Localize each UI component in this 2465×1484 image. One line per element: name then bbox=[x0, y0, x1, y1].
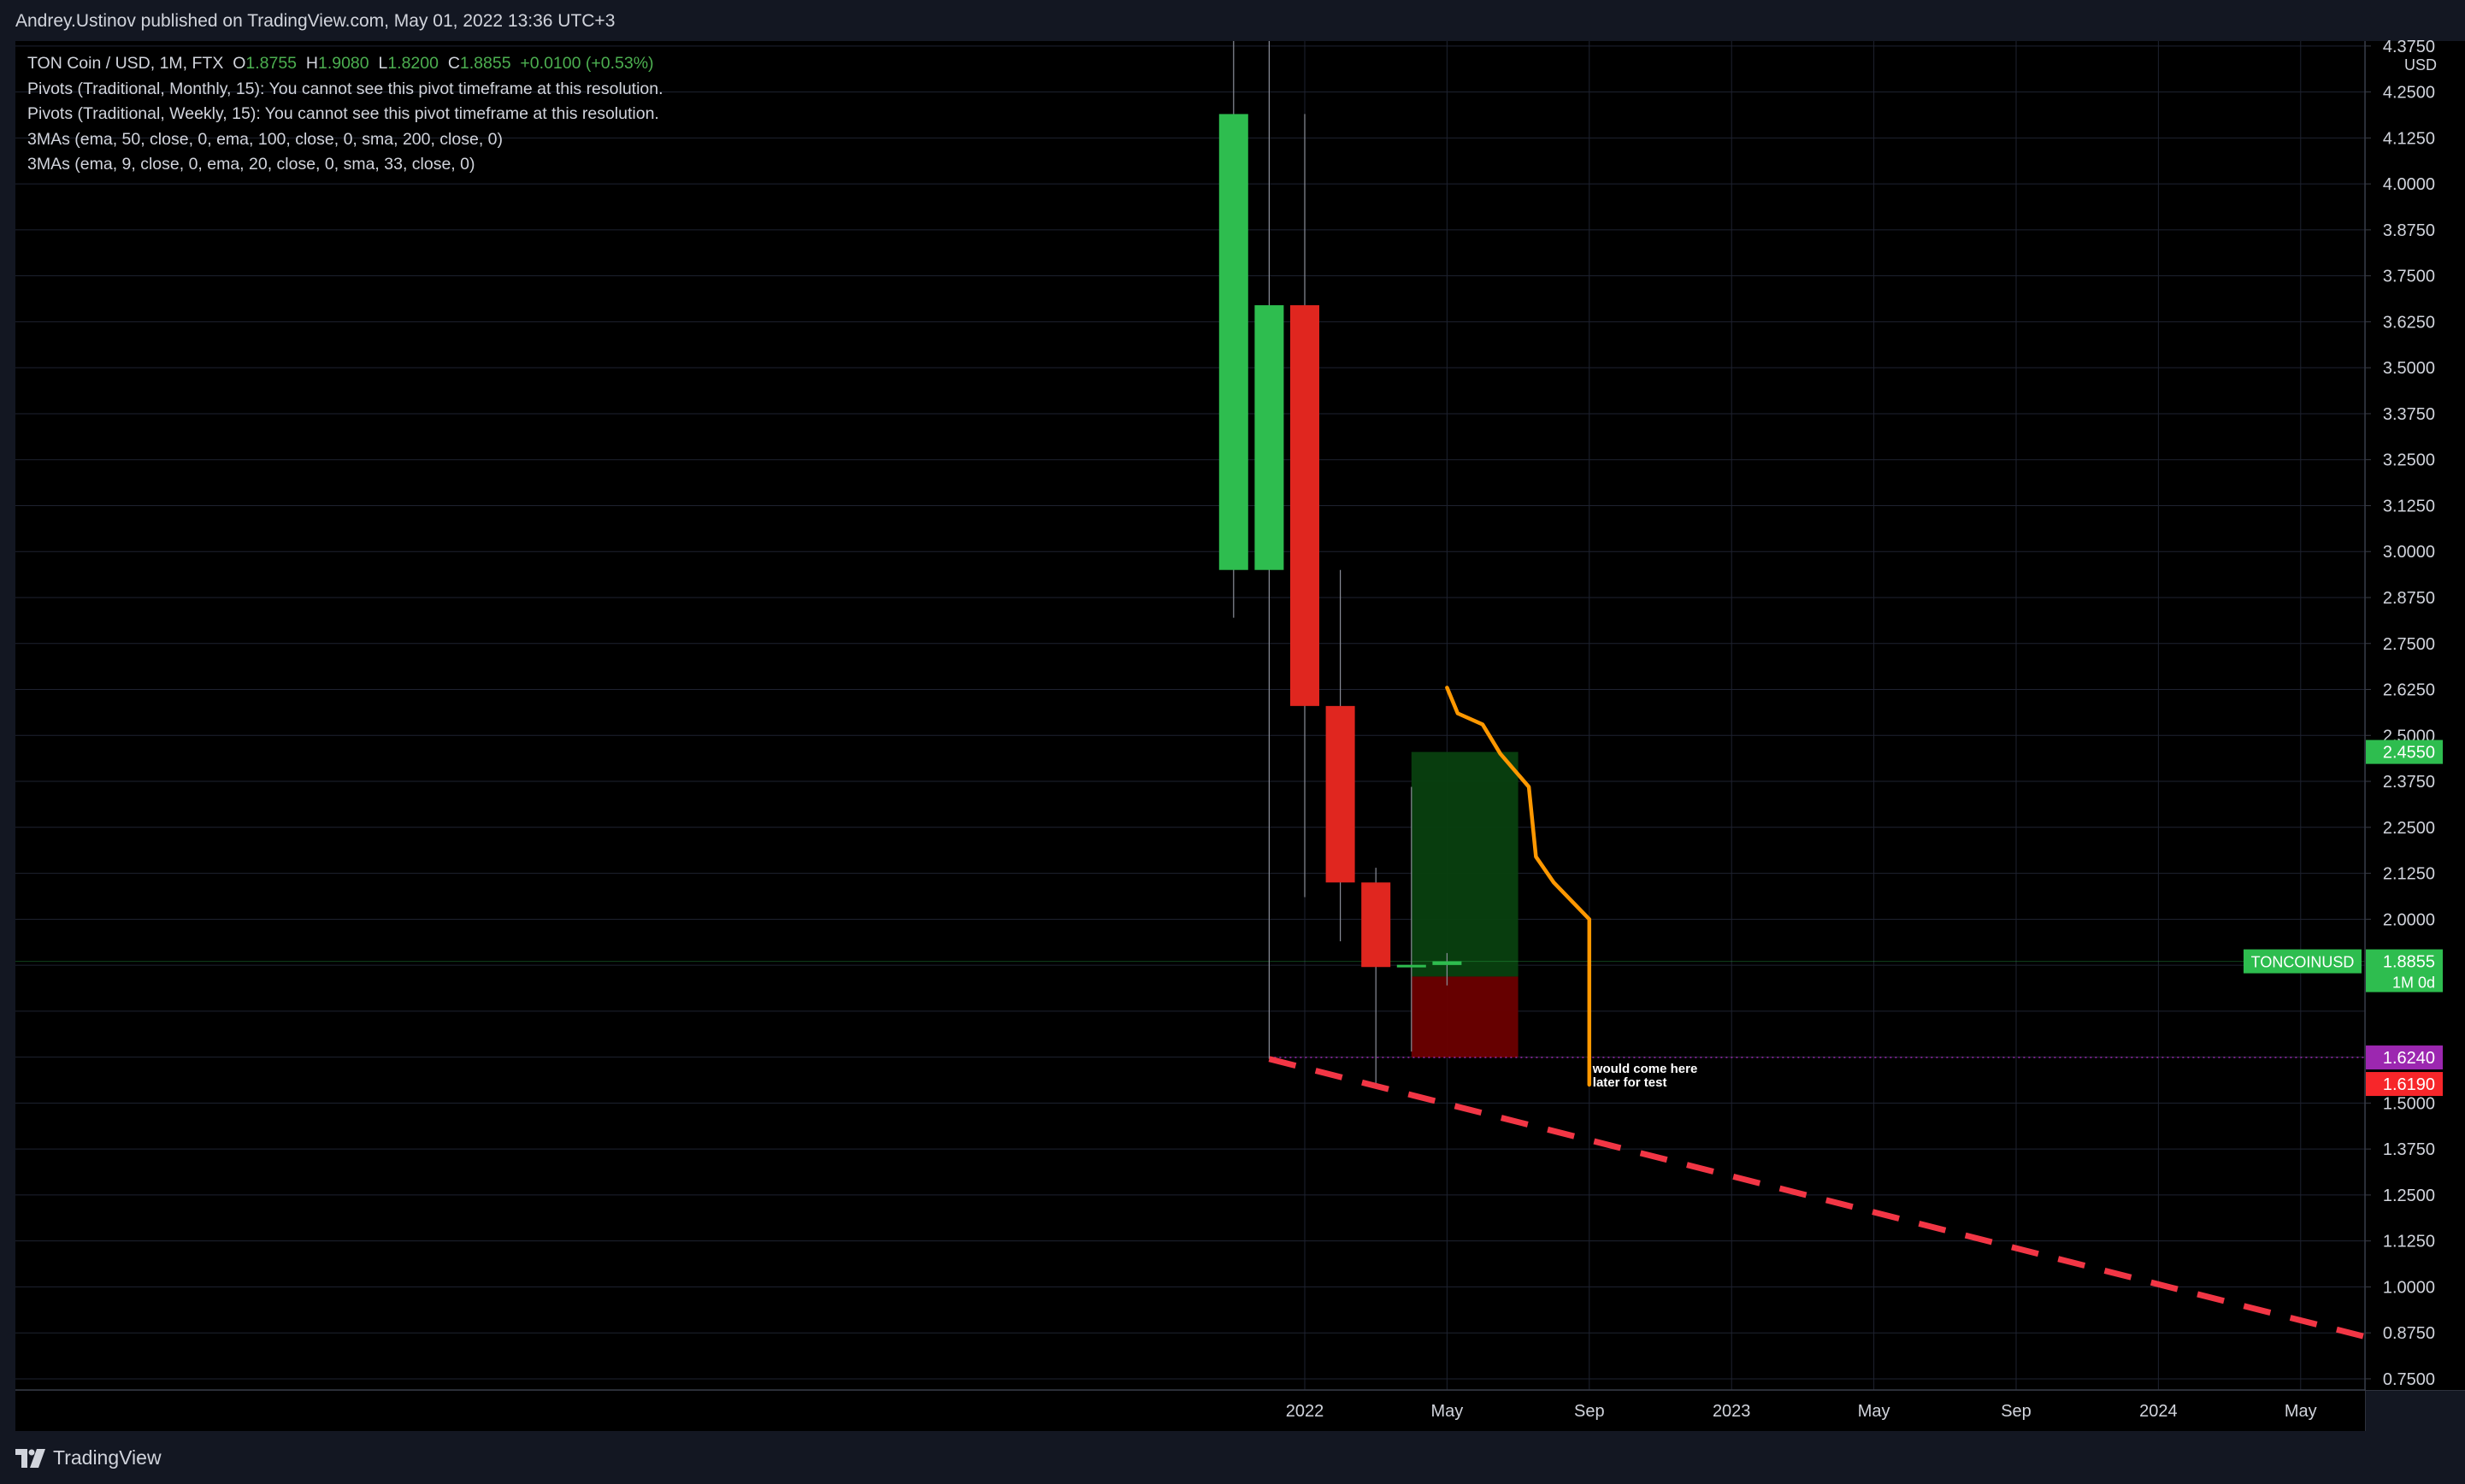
time-tick-label: Sep bbox=[1574, 1402, 1605, 1421]
price-tick-label: 3.8750 bbox=[2383, 221, 2435, 240]
legend-o-label: O bbox=[233, 54, 246, 73]
trendline-dashed bbox=[1268, 1056, 2365, 1340]
price-tick-label: 1.1250 bbox=[2383, 1233, 2435, 1251]
time-tick-label: 2023 bbox=[1713, 1402, 1751, 1421]
published-info: Andrey.Ustinov published on TradingView.… bbox=[15, 11, 616, 31]
price-label-text: 1.6240 bbox=[2383, 1049, 2435, 1068]
symbol-tag-label: TONCOINUSD bbox=[2251, 954, 2355, 971]
price-tick-label: 2.8750 bbox=[2383, 589, 2435, 608]
time-tick-label: 2024 bbox=[2139, 1402, 2178, 1421]
tradingview-brand: TradingView bbox=[53, 1446, 162, 1469]
current-price-countdown: 1M 0d bbox=[2392, 975, 2435, 992]
tradingview-logo[interactable]: TradingView bbox=[15, 1446, 162, 1469]
price-tick-label: 3.0000 bbox=[2383, 543, 2435, 562]
annotation-text-line2: later for test bbox=[1593, 1075, 1667, 1090]
time-tick-label: May bbox=[1431, 1402, 1464, 1421]
symbol-tag-box bbox=[2244, 949, 2362, 974]
chart-legend: TON Coin / USD, 1M, FTX O1.8755 H1.9080 … bbox=[27, 51, 663, 178]
price-tick-label: 3.7500 bbox=[2383, 268, 2435, 286]
legend-change: +0.0100 (+0.53%) bbox=[520, 54, 654, 73]
candle-body bbox=[1218, 114, 1248, 570]
legend-indicator[interactable]: Pivots (Traditional, Weekly, 15): You ca… bbox=[27, 104, 659, 123]
legend-high: 1.9080 bbox=[317, 54, 369, 73]
price-tick-label: 4.1250 bbox=[2383, 129, 2435, 148]
price-tick-label: 0.8750 bbox=[2383, 1324, 2435, 1343]
current-price-label-box bbox=[2366, 949, 2443, 992]
price-tick-label: 1.5000 bbox=[2383, 1094, 2435, 1113]
current-price-value: 1.8855 bbox=[2383, 953, 2435, 972]
legend-open: 1.8755 bbox=[245, 54, 298, 73]
legend-low: 1.8200 bbox=[387, 54, 439, 73]
price-tick-label: 3.3750 bbox=[2383, 405, 2435, 424]
price-tick-label: 4.3750 bbox=[2383, 38, 2435, 56]
candle-body bbox=[1290, 305, 1319, 706]
legend-l-label: L bbox=[378, 54, 388, 73]
price-label-text: 2.4550 bbox=[2383, 744, 2435, 763]
price-axis-bg bbox=[2366, 41, 2465, 1390]
price-tick-label: 1.3750 bbox=[2383, 1140, 2435, 1159]
price-tick-label: 2.1250 bbox=[2383, 865, 2435, 884]
legend-h-label: H bbox=[305, 54, 318, 73]
legend-symbol-row[interactable]: TON Coin / USD, 1M, FTX O1.8755 H1.9080 … bbox=[27, 51, 663, 77]
chart-area[interactable] bbox=[15, 41, 2365, 1390]
projection-curve bbox=[1445, 686, 1592, 1087]
legend-indicator[interactable]: 3MAs (ema, 9, close, 0, ema, 20, close, … bbox=[27, 155, 475, 174]
annotation-text-line1: would come here bbox=[1592, 1062, 1698, 1076]
price-unit-label: USD bbox=[2404, 56, 2437, 74]
price-tick-label: 2.3750 bbox=[2383, 773, 2435, 792]
price-tick-label: 2.7500 bbox=[2383, 635, 2435, 654]
price-label-box bbox=[2366, 1045, 2443, 1070]
legend-c-label: C bbox=[447, 54, 460, 73]
legend-close: 1.8855 bbox=[459, 54, 511, 73]
time-tick-label: 2022 bbox=[1286, 1402, 1324, 1421]
candle-body bbox=[1432, 961, 1462, 965]
candle-body bbox=[1361, 882, 1391, 968]
price-tick-label: 2.2500 bbox=[2383, 819, 2435, 838]
candle-body bbox=[1325, 705, 1355, 883]
price-tick-label: 4.0000 bbox=[2383, 175, 2435, 194]
position-target-zone bbox=[1411, 751, 1519, 977]
legend-symbol[interactable]: TON Coin / USD, 1M, FTX bbox=[27, 54, 224, 73]
price-tick-label: 2.0000 bbox=[2383, 910, 2435, 929]
price-tick-label: 1.2500 bbox=[2383, 1187, 2435, 1205]
time-tick-label: Sep bbox=[2001, 1402, 2032, 1421]
price-tick-label: 3.6250 bbox=[2383, 313, 2435, 332]
price-label-box bbox=[2366, 1072, 2443, 1097]
price-tick-label: 2.6250 bbox=[2383, 681, 2435, 700]
time-tick-label: May bbox=[2285, 1402, 2317, 1421]
price-tick-label: 0.7500 bbox=[2383, 1370, 2435, 1389]
price-tick-label: 3.5000 bbox=[2383, 359, 2435, 378]
price-label-box bbox=[2366, 739, 2443, 764]
price-tick-label: 3.1250 bbox=[2383, 497, 2435, 515]
price-tick-label: 3.2500 bbox=[2383, 451, 2435, 470]
top-bar: Andrey.Ustinov published on TradingView.… bbox=[0, 0, 2465, 41]
tradingview-logo-icon bbox=[15, 1448, 45, 1468]
position-stop-zone bbox=[1411, 976, 1519, 1058]
candle-body bbox=[1396, 964, 1426, 968]
time-axis-bg bbox=[15, 1391, 2365, 1431]
bottom-bar bbox=[0, 1431, 2465, 1484]
legend-indicator[interactable]: 3MAs (ema, 50, close, 0, ema, 100, close… bbox=[27, 129, 504, 149]
price-tick-label: 1.0000 bbox=[2383, 1278, 2435, 1297]
legend-indicator[interactable]: Pivots (Traditional, Monthly, 15): You c… bbox=[27, 79, 663, 98]
price-tick-label: 4.2500 bbox=[2383, 84, 2435, 103]
candle-body bbox=[1254, 305, 1284, 570]
price-label-text: 1.6190 bbox=[2383, 1075, 2435, 1094]
time-tick-label: May bbox=[1858, 1402, 1890, 1421]
